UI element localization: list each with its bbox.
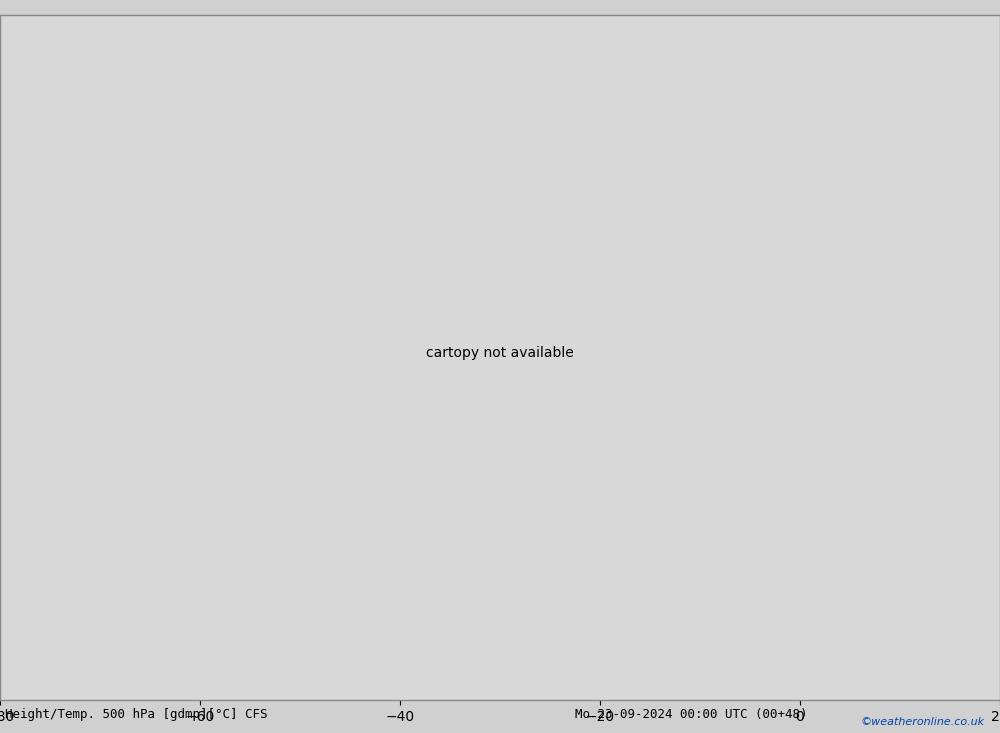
Text: cartopy not available: cartopy not available [426,346,574,361]
Text: ©weatheronline.co.uk: ©weatheronline.co.uk [861,717,985,727]
Text: Mo 23-09-2024 00:00 UTC (00+48): Mo 23-09-2024 00:00 UTC (00+48) [575,708,808,721]
Text: Height/Temp. 500 hPa [gdmp][°C] CFS: Height/Temp. 500 hPa [gdmp][°C] CFS [5,708,268,721]
